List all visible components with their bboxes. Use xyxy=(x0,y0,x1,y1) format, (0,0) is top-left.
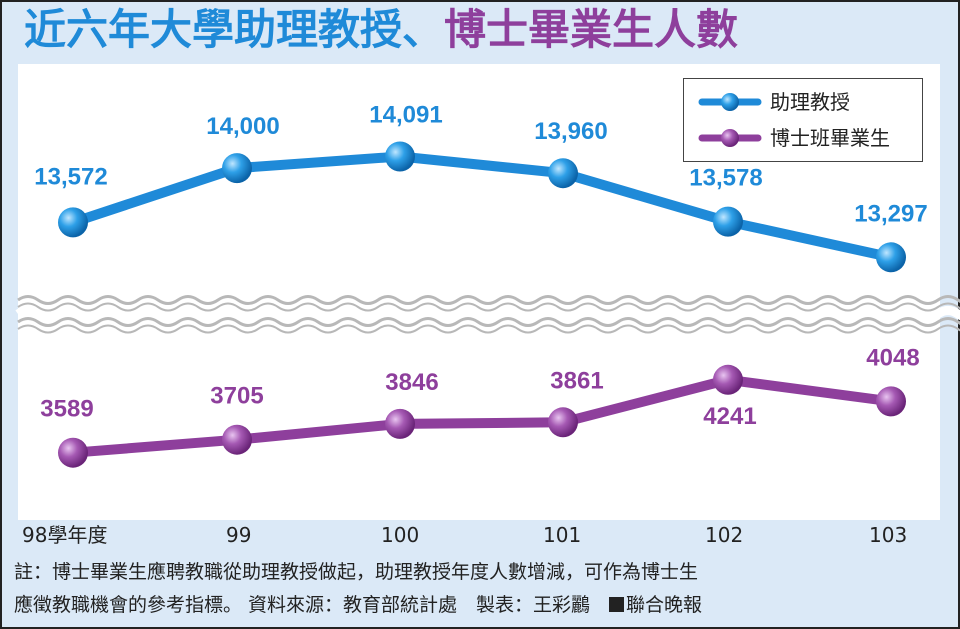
data-point xyxy=(548,407,578,438)
footnote-source-text: 應徵教職機會的參考指標。 資料來源：教育部統計處 製表：王彩鸝 xyxy=(14,594,610,616)
footnote-publisher: 聯合晚報 xyxy=(626,594,703,616)
legend-item-assistant-professor: 助理教授 xyxy=(684,85,922,119)
x-tick-label: 101 xyxy=(543,523,582,547)
axis-break-line xyxy=(17,302,960,312)
footnote-line-1: 註：博士畢業生應聘教職從助理教授做起，助理教授年度人數增減，可作為博士生 xyxy=(14,561,699,583)
axis-break xyxy=(15,295,960,334)
data-point xyxy=(58,437,88,468)
data-label: 3861 xyxy=(550,367,603,394)
data-label: 13,297 xyxy=(854,200,927,227)
footnote-line-2: 應徵教職機會的參考指標。 資料來源：教育部統計處 製表：王彩鸝 聯合晚報 xyxy=(14,589,954,622)
data-label: 13,572 xyxy=(34,163,107,190)
legend-label-assistant-professor: 助理教授 xyxy=(770,90,850,114)
series-line-phd-graduates xyxy=(68,374,896,458)
data-label: 14,000 xyxy=(206,113,279,140)
publisher-square-icon xyxy=(609,597,625,612)
x-tick-label: 99 xyxy=(226,523,252,547)
data-point xyxy=(876,386,906,417)
x-tick-label: 103 xyxy=(869,523,908,547)
axis-break-line xyxy=(17,317,960,327)
data-label: 14,091 xyxy=(369,102,442,129)
data-point xyxy=(713,206,743,237)
legend-label-phd-graduates: 博士班畢業生 xyxy=(770,126,890,150)
chart-title: 近六年大學助理教授、博士畢業生人數 xyxy=(24,0,738,60)
x-axis-labels: 98學年度 99 100 101 102 103 xyxy=(0,520,960,550)
data-point xyxy=(385,408,415,439)
title-part-1: 近六年大學助理教授、 xyxy=(24,5,445,54)
footnote: 註：博士畢業生應聘教職從助理教授做起，助理教授年度人數增減，可作為博士生 應徵教… xyxy=(14,556,954,622)
x-tick-label: 102 xyxy=(705,523,744,547)
data-label: 13,578 xyxy=(689,165,762,192)
data-point xyxy=(222,153,252,184)
data-label: 4048 xyxy=(866,344,919,371)
legend-swatch-purple xyxy=(698,129,762,147)
legend-swatch-blue xyxy=(698,93,762,111)
axis-break-gap xyxy=(15,306,960,322)
x-tick-label: 98學年度 xyxy=(22,523,108,547)
series-line-assistant-professor xyxy=(68,151,896,263)
data-label: 13,960 xyxy=(534,118,607,145)
data-point xyxy=(876,242,906,273)
data-label: 4241 xyxy=(703,403,756,430)
data-point xyxy=(548,158,578,189)
data-point xyxy=(222,424,252,455)
data-point xyxy=(713,364,743,395)
data-point xyxy=(58,207,88,238)
legend-item-phd-graduates: 博士班畢業生 xyxy=(684,121,922,155)
data-label: 3705 xyxy=(210,383,263,410)
data-point xyxy=(385,141,415,172)
legend: 助理教授 博士班畢業生 xyxy=(683,78,923,162)
x-tick-label: 100 xyxy=(381,523,420,547)
axis-break-line xyxy=(17,295,960,305)
data-label: 3589 xyxy=(40,396,93,423)
data-label: 3846 xyxy=(385,369,438,396)
title-part-2: 博士畢業生人數 xyxy=(444,5,739,54)
axis-break-line xyxy=(17,324,960,334)
